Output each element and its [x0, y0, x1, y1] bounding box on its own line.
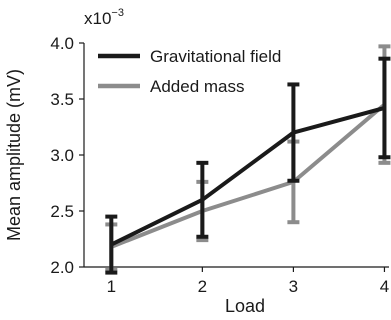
series-layer: [105, 44, 391, 275]
x-tick-label: 4: [380, 277, 389, 296]
x-ticks: 1 2 3 4: [107, 267, 389, 296]
series-added-mass: [105, 44, 391, 272]
legend-label: Added mass: [150, 77, 245, 96]
y-tick-label: 2.5: [50, 202, 74, 221]
y-ticks: 2.0 2.5 3.0 3.5 4.0: [50, 34, 84, 277]
series-line: [110, 106, 385, 247]
legend: Gravitational field Added mass: [98, 47, 281, 96]
series-gravitational-field: [105, 56, 391, 275]
y-tick-label: 3.0: [50, 146, 74, 165]
y-axis-title: Mean amplitude (mV): [4, 69, 24, 241]
y-multiplier: x10−3: [84, 7, 124, 28]
x-tick-label: 1: [107, 277, 116, 296]
x-tick-label: 2: [198, 277, 207, 296]
y-tick-label: 3.5: [50, 90, 74, 109]
x-tick-label: 3: [289, 277, 298, 296]
legend-label: Gravitational field: [150, 47, 281, 66]
y-tick-label: 2.0: [50, 258, 74, 277]
x-axis-title: Load: [225, 296, 265, 316]
series-line: [110, 103, 386, 249]
y-tick-label: 4.0: [50, 34, 74, 53]
